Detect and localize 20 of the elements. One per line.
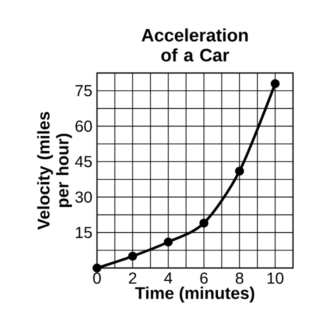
x-axis-title: Time (minutes) xyxy=(135,286,254,302)
x-tick-label: 4 xyxy=(164,272,172,284)
point xyxy=(164,238,173,246)
y-tick-label: 30 xyxy=(75,191,92,203)
x-tick-label: 8 xyxy=(236,272,244,284)
x-tick-label: 6 xyxy=(200,272,208,284)
point xyxy=(270,79,280,88)
y-tick-label: 15 xyxy=(76,226,92,238)
y-tick-label: 60 xyxy=(76,120,92,132)
x-tick-label: 2 xyxy=(129,272,136,284)
point xyxy=(235,166,244,176)
x-tick-label: 10 xyxy=(268,272,284,284)
point xyxy=(199,218,208,228)
point xyxy=(128,252,138,261)
y-axis-title: Velocity (miles per hour) xyxy=(37,112,72,230)
y-tick-label: 75 xyxy=(76,85,92,96)
x-tick-label: 0 xyxy=(93,272,101,284)
y-tick-label: 45 xyxy=(75,156,92,168)
chart-title: Acceleration of a Car xyxy=(142,28,248,62)
point xyxy=(92,264,102,272)
